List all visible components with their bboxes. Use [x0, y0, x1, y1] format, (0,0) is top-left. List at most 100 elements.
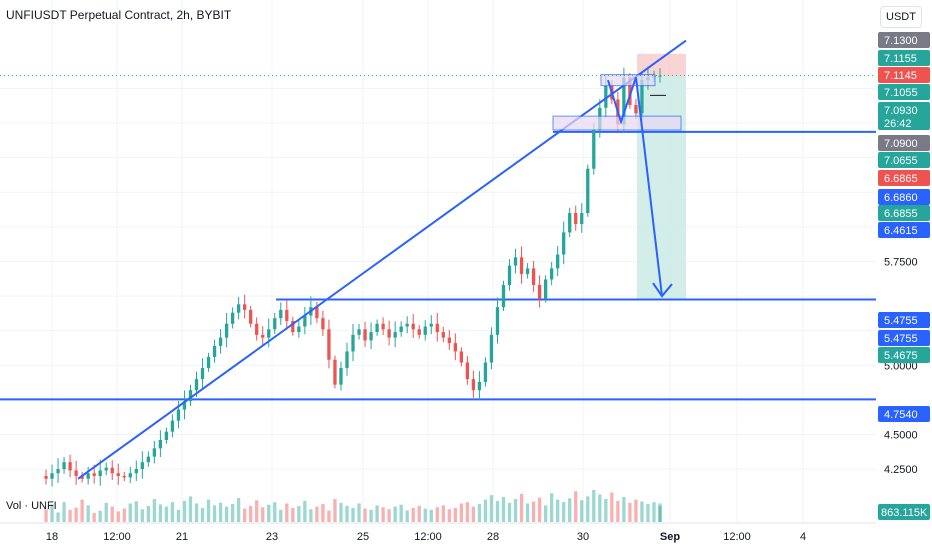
take-profit-zone [637, 75, 686, 300]
candle-body [622, 77, 626, 125]
candle-body [44, 476, 48, 479]
volume-bar [658, 503, 662, 522]
volume-bar [110, 506, 114, 522]
position-zones [637, 53, 686, 300]
candle-body [405, 323, 409, 327]
candle-body [236, 304, 241, 313]
volume-bar [74, 507, 78, 522]
candle-body [224, 323, 229, 338]
volume-bar [164, 506, 169, 522]
candle-body [339, 368, 343, 385]
price-axis[interactable]: 4.25004.50005.00005.75006.00007.13007.11… [876, 0, 932, 550]
candle-body [387, 329, 391, 338]
volume-bar [598, 494, 602, 522]
currency-button[interactable]: USDT [880, 6, 922, 28]
volume-bar [62, 502, 66, 522]
volume-bar [152, 498, 157, 522]
drawings[interactable] [77, 39, 687, 480]
volume-bar [568, 498, 572, 522]
candle-body [381, 323, 385, 330]
volume-bar [381, 507, 385, 522]
candle-body [321, 318, 325, 330]
volume-bar [435, 507, 439, 522]
candle-body [495, 307, 500, 335]
candle-body [592, 129, 596, 169]
volume-bar [206, 499, 211, 522]
volume-bar [44, 509, 48, 522]
volume-bar [170, 502, 175, 522]
candle-body [68, 462, 72, 471]
volume-bar [303, 500, 307, 522]
volume-bar [357, 503, 361, 522]
rectangle-zone-upper [600, 74, 656, 87]
price-badge [878, 312, 930, 328]
candle-body [393, 332, 397, 338]
volume-bar [531, 501, 536, 522]
time-tick-label: 18 [46, 531, 58, 543]
candle-body [640, 80, 644, 114]
price-badge [878, 84, 930, 100]
volume-bar [405, 510, 409, 522]
candle-body [122, 476, 126, 478]
volume-badge [878, 504, 930, 520]
candle-body [549, 268, 554, 280]
price-badge-label: 6.4615 [884, 225, 918, 237]
volume-bar [640, 501, 644, 522]
volume-bar [441, 505, 445, 522]
volume-bar [104, 502, 108, 522]
volume-bar [236, 498, 241, 522]
price-badge-label: 5.4755 [884, 333, 918, 345]
volume-bar [212, 505, 217, 522]
candle-body [285, 309, 289, 321]
candlesticks [44, 66, 662, 487]
volume-bars [44, 490, 662, 522]
candle-body [230, 312, 235, 324]
chart-grid [0, 0, 876, 522]
price-badge-label: 7.1145 [884, 70, 917, 82]
price-badge [878, 347, 930, 363]
volume-bar [291, 507, 295, 522]
candle-body [501, 284, 506, 308]
candle-body [556, 254, 560, 269]
volume-bar [116, 511, 120, 522]
volume-bar [249, 506, 253, 522]
volume-bar [549, 493, 554, 522]
volume-bar [658, 506, 662, 522]
candle-body [140, 462, 144, 470]
price-tick-label: 4.2500 [884, 464, 918, 476]
volume-bar [652, 502, 656, 522]
candle-body [170, 420, 175, 432]
volume-bar [50, 504, 54, 522]
volume-bar [483, 499, 488, 522]
stop-loss-zone [637, 53, 686, 76]
volume-bar [495, 500, 500, 522]
volume-bar [345, 506, 349, 522]
volume-bar [128, 503, 132, 522]
volume-bar [158, 504, 163, 522]
price-badge-label: 7.1155 [884, 53, 917, 65]
trendline [77, 39, 687, 480]
time-tick-label: 25 [357, 531, 369, 543]
candle-body [634, 105, 638, 114]
time-axis[interactable]: 18 12:00 21 23 25 12:00 28 30 Sep 12:00 4 [0, 522, 876, 543]
price-badge [878, 50, 930, 66]
price-badge-label: 4.7540 [884, 409, 918, 421]
volume-bar [363, 508, 367, 522]
chart-title: UNFIUSDT Perpetual Contract, 2h, BYBIT [6, 8, 232, 22]
candle-body [568, 213, 572, 233]
volume-bar [423, 508, 427, 522]
volume-bar [556, 499, 560, 522]
price-badge-label: 6.6860 [884, 192, 918, 204]
volume-bar [321, 504, 325, 522]
candle-body [363, 329, 367, 341]
candle-body [453, 343, 457, 352]
volume-bar [333, 498, 337, 522]
time-tick-label: 12:00 [723, 531, 751, 543]
countdown-label: 26:42 [884, 118, 912, 130]
candle-body [574, 213, 578, 225]
volume-bar [279, 509, 283, 522]
candle-body [104, 467, 108, 471]
volume-bar [519, 493, 524, 522]
horizontal-levels[interactable] [0, 130, 876, 401]
